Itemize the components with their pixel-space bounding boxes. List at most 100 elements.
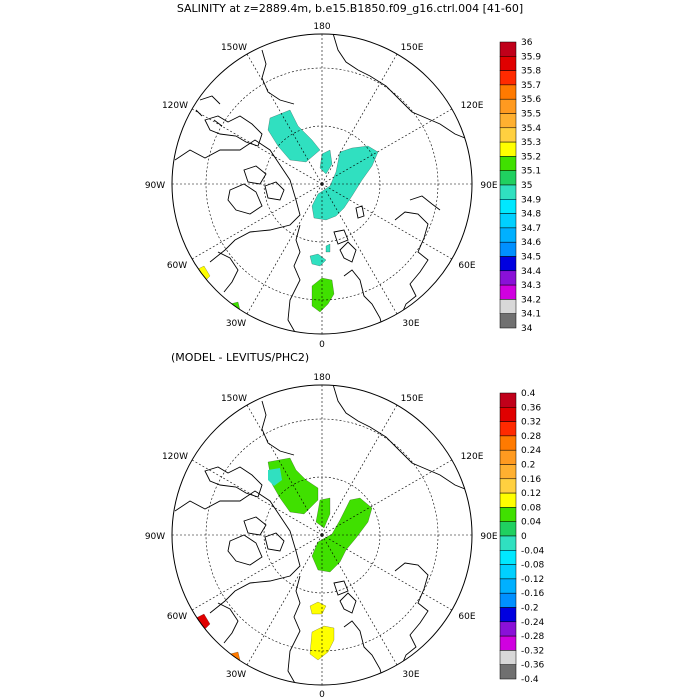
- colorbar-swatch: [499, 478, 517, 494]
- colorbar-tick-label: 36: [521, 38, 533, 48]
- colorbar-tick-label: 0.04: [521, 518, 541, 528]
- colorbar-swatch: [499, 256, 517, 272]
- field-patch-small: [315, 497, 331, 529]
- colorbar-swatch: [499, 199, 517, 214]
- colorbar-tick-label: 34.8: [521, 210, 541, 220]
- lon-label: 120E: [461, 452, 484, 462]
- colorbar-tick-label: 35: [521, 181, 532, 191]
- colorbar-swatch: [499, 392, 517, 408]
- colorbar-tick-label: 0.16: [521, 475, 541, 485]
- lon-label: 30W: [226, 670, 246, 680]
- lon-label: 30W: [226, 319, 246, 329]
- colorbar-swatch: [499, 98, 517, 114]
- colorbar-tick-label: 35.3: [521, 138, 541, 148]
- colorbar-tick-label: 34.1: [521, 310, 541, 320]
- colorbar: 0.4 0.36 0.32 0.28 0.24 0.2 0.16 0.12 0.08 0.04 0 -…: [499, 389, 545, 685]
- colorbar-swatch: [499, 70, 517, 86]
- lon-label: 150E: [401, 43, 424, 53]
- graticule: [172, 34, 472, 334]
- lon-label: 90W: [145, 181, 165, 191]
- colorbar-swatch: [499, 184, 517, 200]
- lon-label: 60W: [167, 261, 187, 271]
- field-patch-south: [311, 277, 335, 313]
- colorbar-tick-label: -0.32: [521, 646, 544, 656]
- colorbar-tick-label: -0.04: [521, 546, 545, 556]
- lon-label: 90W: [145, 532, 165, 542]
- lon-label: 180: [313, 373, 330, 383]
- colorbar-swatch: [499, 299, 517, 314]
- field-patch-canada: [267, 457, 319, 515]
- lon-label: 60W: [167, 612, 187, 622]
- colorbar-tick-label: 0.08: [521, 503, 541, 513]
- field-patch-canada: [267, 109, 321, 163]
- colorbar-swatch: [499, 141, 517, 157]
- colorbar-tick-label: 34: [521, 324, 533, 334]
- colorbar-swatch: [499, 449, 517, 465]
- colorbar-swatch: [499, 241, 517, 257]
- field-patch-small: [319, 149, 333, 175]
- colorbar-tick-label: -0.16: [521, 589, 545, 599]
- lon-labels: 180 150E 120E 90E 60E 30E 0 30W 60W 90W …: [145, 373, 498, 700]
- colorbar-swatch: [499, 421, 517, 437]
- colorbar-tick-label: 0.2: [521, 461, 535, 471]
- panel-title: SALINITY at z=2889.4m, b.e15.B1850.f09_g…: [177, 2, 523, 15]
- field-patch-small3: [325, 243, 331, 253]
- lon-label: 150E: [401, 394, 424, 404]
- panel-difference: (MODEL - LEVITUS/PHC2): [145, 351, 545, 700]
- colorbar-tick-label: -0.28: [521, 632, 545, 642]
- colorbar-tick-label: 35.5: [521, 110, 541, 120]
- field-patch-small2: [309, 253, 327, 267]
- lon-label: 150W: [221, 394, 247, 404]
- map-border: [171, 33, 473, 335]
- colorbar-tick-label: 34.2: [521, 295, 541, 305]
- colorbar-tick-label: -0.24: [521, 618, 545, 628]
- colorbar-tick-label: 35.2: [521, 152, 541, 162]
- panel-title: (MODEL - LEVITUS/PHC2): [171, 351, 309, 364]
- colorbar-tick-label: 34.3: [521, 281, 541, 291]
- graticule: [172, 385, 472, 685]
- colorbar-swatch: [499, 635, 517, 651]
- colorbar-tick-label: 34.7: [521, 224, 541, 234]
- colorbar-swatch: [499, 464, 517, 480]
- colorbar-tick-label: 35.1: [521, 167, 541, 177]
- field-patch-south-a: [309, 601, 327, 615]
- lon-label: 120E: [461, 101, 484, 111]
- colorbar-tick-label: 35.7: [521, 81, 541, 91]
- lon-label: 0: [319, 690, 325, 700]
- colorbar-swatch: [499, 564, 517, 580]
- colorbar: 36 35.9 35.8 35.7 35.6 35.5 35.4 35.3 35.2 35.1 35…: [499, 38, 541, 334]
- lon-label: 0: [319, 340, 325, 350]
- lon-label: 30E: [402, 670, 419, 680]
- lon-label: 90E: [480, 181, 497, 191]
- colorbar-swatch: [499, 270, 517, 286]
- colorbar-tick-label: 34.6: [521, 238, 541, 248]
- colorbar-tick-label: 0.36: [521, 403, 541, 413]
- field-patch-canada-cold: [268, 468, 282, 486]
- colorbar-swatch: [499, 213, 517, 229]
- colorbar-swatch: [499, 607, 517, 623]
- colorbar-swatch: [499, 407, 517, 422]
- colorbar-swatch: [499, 41, 517, 57]
- colorbar-tick-label: 0.28: [521, 432, 541, 442]
- colorbar-swatch: [499, 492, 517, 508]
- lon-label: 120W: [162, 452, 188, 462]
- colorbar-swatch: [499, 156, 517, 171]
- colorbar-tick-label: -0.4: [521, 675, 539, 685]
- colorbar-swatch: [499, 127, 517, 143]
- colorbar-swatch: [499, 550, 517, 565]
- colorbar-tick-label: 0.24: [521, 446, 541, 456]
- field-patch-center: [311, 145, 379, 221]
- colorbar-tick-label: 0.12: [521, 489, 541, 499]
- field-patch-edge-a: [195, 613, 211, 631]
- colorbar-tick-label: 34.4: [521, 267, 541, 277]
- colorbar-swatch: [499, 227, 517, 243]
- colorbar-swatch: [499, 84, 517, 100]
- coastlines: [174, 385, 471, 685]
- colorbar-swatch: [499, 284, 517, 300]
- coastlines: [174, 34, 471, 334]
- colorbar-tick-label: 34.9: [521, 195, 541, 205]
- colorbar-tick-label: 35.6: [521, 95, 541, 105]
- colorbar-tick-label: 0.32: [521, 418, 541, 428]
- colorbar-tick-label: -0.08: [521, 561, 545, 571]
